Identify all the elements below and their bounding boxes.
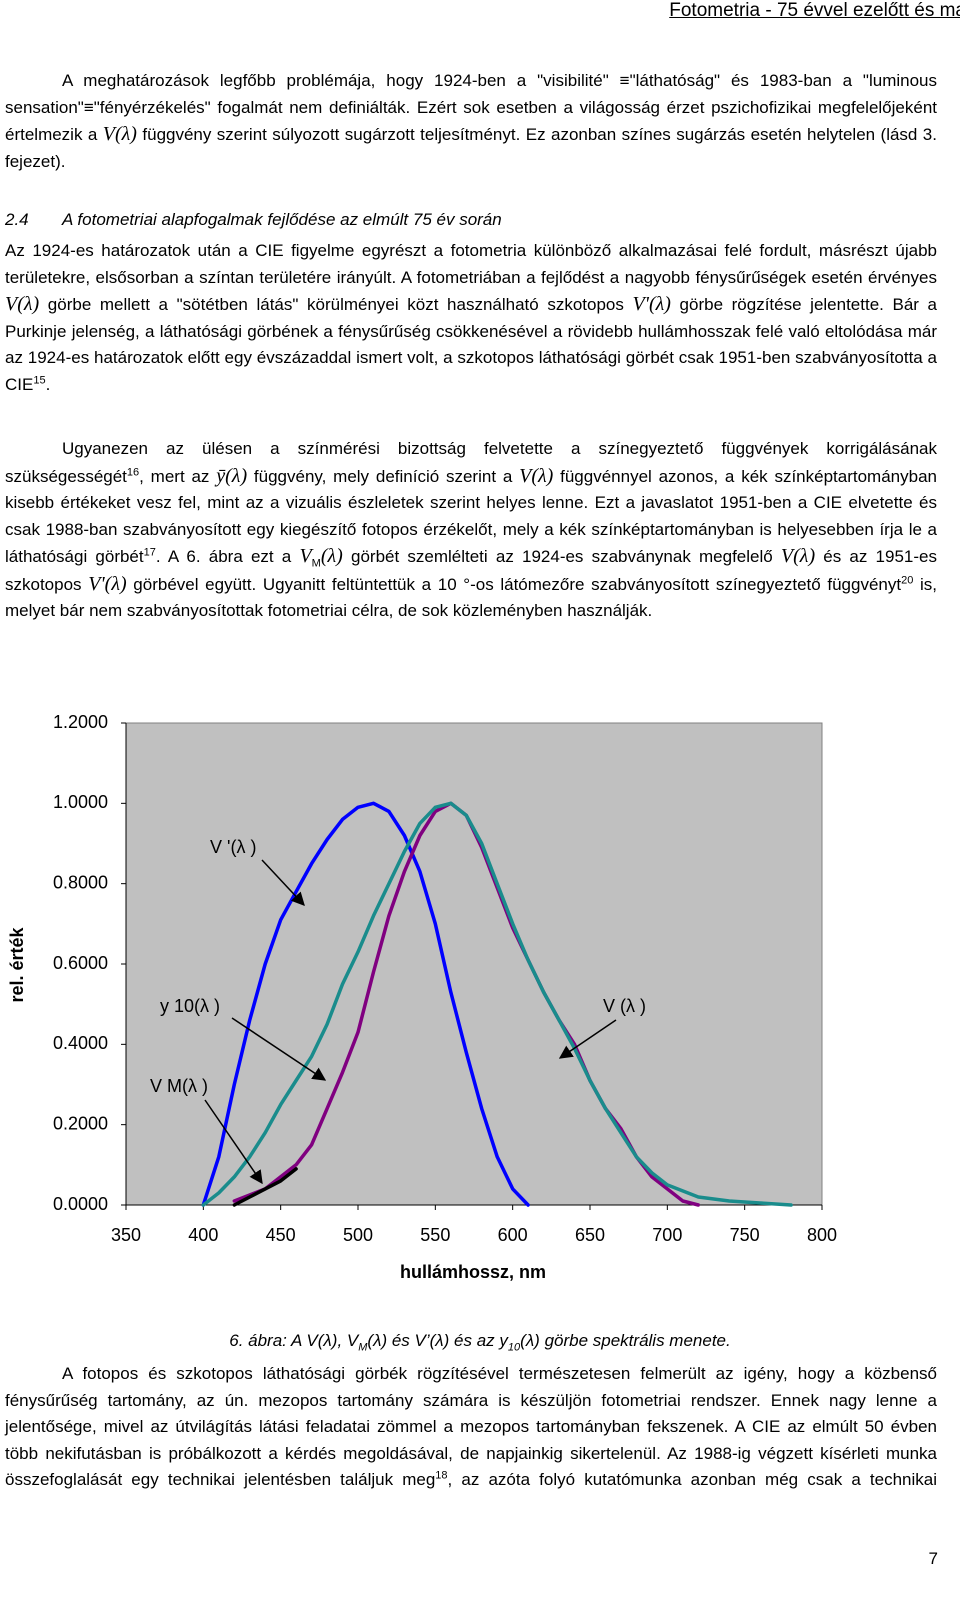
y-axis-label: rel. érték <box>7 926 27 1002</box>
annotation: V (λ ) <box>603 996 646 1016</box>
subscript: M <box>311 557 321 570</box>
math: V <box>299 545 312 567</box>
text-run: , az azóta folyó kutatómunka azonban még… <box>447 1470 937 1489</box>
chart: 0.0000 0.2000 0.4000 0.6000 0.8000 1.0000 1.20… <box>7 712 837 1282</box>
text-run: "láthatóság" és 1983-ban a "luminous sen… <box>5 71 938 117</box>
y-tick-label: 0.6000 <box>53 953 108 973</box>
y-tick-label: 1.0000 <box>53 792 108 812</box>
math: V(λ) <box>102 123 137 145</box>
paragraph: Ugyanezen az ülésen a színmérési bizotts… <box>5 436 937 625</box>
text-run: és az 1951-es szkotopos <box>5 547 937 594</box>
text-run: Az 1924-es határozatok után a CIE figyel… <box>5 241 937 287</box>
series-line <box>201 801 793 1207</box>
annotation-arrow <box>204 1099 263 1185</box>
x-tick-label: 400 <box>188 1225 218 1245</box>
section-heading: 2.4 A fotometriai alapfogalmak fejlődése … <box>5 210 502 230</box>
paragraph: A meghatározások legfőbb problémája, hog… <box>5 68 937 175</box>
text-run: ≡ <box>83 97 94 117</box>
x-tick-label: 650 <box>575 1225 605 1245</box>
superscript: 18 <box>435 1469 448 1482</box>
text-run: A meghatározások legfőbb problémája, hog… <box>62 71 620 90</box>
superscript: 15 <box>33 373 46 386</box>
x-tick-label: 450 <box>266 1225 296 1245</box>
paragraph: Az 1924-es határozatok után a CIE figyel… <box>5 238 937 398</box>
text-run: . A 6. ábra ezt a <box>155 547 300 566</box>
section-title: A fotometriai alapfogalmak fejlődése az … <box>62 210 502 229</box>
text-run: , mert az <box>139 466 217 486</box>
paragraph: A fotopos és szkotopos láthatósági görbé… <box>5 1361 937 1494</box>
annotation: y 10(λ ) <box>160 996 220 1016</box>
math: (λ) <box>320 545 343 567</box>
x-tick-label: 350 <box>111 1225 141 1245</box>
y-tick-label: 0.8000 <box>53 872 108 892</box>
x-tick-label: 700 <box>652 1225 682 1245</box>
text-run: görbét szemlélteti az 1924-es szabványna… <box>342 547 781 566</box>
text-run: görbével együtt. Ugyanitt feltüntettük a… <box>126 574 902 594</box>
superscript: 20 <box>901 573 914 586</box>
series-line <box>201 801 530 1207</box>
series-line <box>232 1167 298 1207</box>
text-run: is, melyet bár nem szabványosítottak fot… <box>5 574 937 621</box>
y-tick-label: 0.0000 <box>53 1194 108 1214</box>
annotation-arrow <box>261 859 305 906</box>
annotation-arrow <box>231 1017 327 1081</box>
math: V'(λ) <box>632 293 671 315</box>
text-run: ≡ <box>619 71 630 90</box>
text-run: 6. ábra: A V(λ), V <box>229 1331 359 1350</box>
text-run: görbe mellett a "sötétben látás" körülmé… <box>39 295 633 314</box>
text-run: függvény, mely definíció szerint a <box>247 466 520 486</box>
x-axis-label: hullámhossz, nm <box>400 1262 546 1282</box>
text-run: "fényérzékelés" fogalmát nem definiálták… <box>5 97 937 145</box>
x-tick-label: 500 <box>343 1225 373 1245</box>
y-tick-label: 0.4000 <box>53 1033 108 1053</box>
text-run: függvény szerint súlyozott sugárzott tel… <box>5 125 937 171</box>
math: ȳ(λ) <box>216 464 248 487</box>
superscript: 17 <box>143 546 156 559</box>
y-tick-label: 0.2000 <box>53 1113 108 1133</box>
math: V(λ) <box>519 464 554 487</box>
annotation: V M(λ ) <box>150 1076 208 1096</box>
math: V(λ) <box>5 293 40 315</box>
y-tick-label: 1.2000 <box>53 712 108 732</box>
running-header: Fotometria - 75 évvel ezelőtt és ma <box>669 0 960 21</box>
text-run: (λ) görbe spektrális menete. <box>520 1331 731 1350</box>
subscript: M <box>358 1341 368 1354</box>
text-run: Ugyanezen az ülésen a színmérési bizotts… <box>5 439 937 486</box>
text-run: görbe rögzítése jelentette. Bár a Purkin… <box>5 295 937 394</box>
subscript: 10 <box>507 1341 521 1354</box>
math: V'(λ) <box>88 572 127 595</box>
text-run: függvénnyel azonos, a kék színképtartomá… <box>5 466 937 567</box>
text-run: (λ) és V’(λ) és az y <box>367 1331 508 1350</box>
x-tick-label: 750 <box>730 1225 760 1245</box>
text-run: A fotopos és szkotopos láthatósági görbé… <box>5 1364 937 1489</box>
annotation: V '(λ ) <box>210 837 256 857</box>
figure-caption: 6. ábra: A V(λ), VM(λ) és V’(λ) és az y1… <box>0 1331 960 1354</box>
superscript: 16 <box>126 465 140 478</box>
annotation-arrow <box>558 1019 617 1059</box>
math: V(λ) <box>780 545 816 567</box>
page-number: 7 <box>928 1549 938 1568</box>
x-tick-label: 800 <box>807 1225 837 1245</box>
plot-area <box>125 722 823 1206</box>
x-tick-label: 550 <box>420 1225 450 1245</box>
section-number: 2.4 <box>5 210 29 229</box>
x-tick-label: 600 <box>498 1225 528 1245</box>
text-run: . <box>45 374 51 394</box>
